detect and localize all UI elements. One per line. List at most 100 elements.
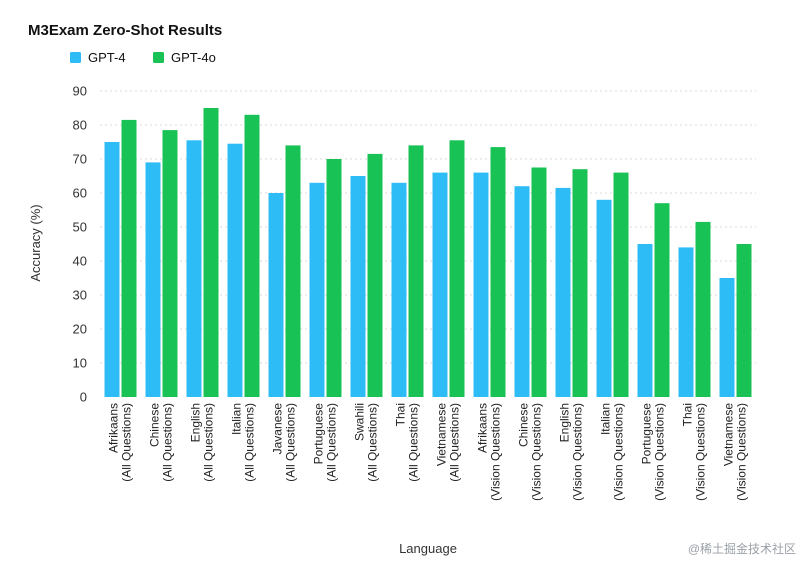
- x-tick-label-0: Afrikaans (All Questions): [107, 403, 134, 482]
- y-tick-label-60: 60: [73, 186, 87, 201]
- bar-gpt4-11: [555, 187, 571, 397]
- bar-gpt4o-12: [613, 172, 629, 397]
- x-tick-label-line-7-0: Thai: [394, 403, 408, 426]
- bar-gpt4o-2: [203, 108, 219, 397]
- bar-gpt4-7: [391, 182, 407, 397]
- x-tick-label-1: Chinese (All Questions): [148, 403, 175, 482]
- x-tick-label-line-11-1: (Vision Questions): [571, 403, 585, 501]
- x-tick-label-11: English (Vision Questions): [558, 403, 585, 501]
- bar-gpt4o-15: [736, 244, 752, 397]
- x-tick-label-line-15-0: Vietnamese: [722, 403, 736, 466]
- x-tick-label-line-4-0: Javanese: [271, 403, 285, 455]
- x-tick-label-line-11-0: English: [558, 403, 572, 442]
- x-tick-label-line-5-0: Portuguese: [312, 403, 326, 465]
- x-tick-label-13: Portuguese (Vision Questions): [640, 403, 667, 501]
- legend-swatch-1: [153, 52, 164, 63]
- bar-gpt4-3: [227, 143, 243, 397]
- chart-title: M3Exam Zero-Shot Results: [28, 22, 222, 39]
- x-tick-label-line-1-0: Chinese: [148, 403, 162, 447]
- y-tick-label-0: 0: [80, 390, 87, 405]
- x-tick-label-line-6-0: Swahili: [353, 403, 367, 441]
- watermark-text: @稀土掘金技术社区: [688, 541, 796, 556]
- x-axis-tick-labels: Afrikaans (All Questions) Chinese (All Ques…: [107, 403, 749, 501]
- bar-gpt4-2: [186, 140, 202, 398]
- bar-gpt4-9: [473, 172, 489, 397]
- x-tick-label-line-15-1: (Vision Questions): [735, 403, 749, 501]
- bar-gpt4-10: [514, 186, 530, 397]
- x-tick-label-8: Vietnamese (All Questions): [435, 403, 462, 482]
- x-tick-label-line-5-1: (All Questions): [325, 403, 339, 482]
- bar-gpt4-4: [268, 193, 284, 397]
- x-tick-label-12: Italian (Vision Questions): [599, 403, 626, 501]
- bar-gpt4o-10: [531, 167, 547, 397]
- x-tick-label-4: Javanese (All Questions): [271, 403, 298, 482]
- bar-gpt4o-11: [572, 169, 588, 397]
- y-tick-label-10: 10: [73, 356, 87, 371]
- y-axis-ticks: 0 10 20 30 40 50 60 70 80 90: [73, 84, 87, 405]
- legend-label-1: GPT-4o: [171, 50, 216, 65]
- bar-gpt4o-7: [408, 145, 424, 397]
- x-tick-label-6: Swahili (All Questions): [353, 403, 380, 482]
- x-tick-label-14: Thai (Vision Questions): [681, 403, 708, 501]
- legend-swatch-0: [70, 52, 81, 63]
- legend-label-0: GPT-4: [88, 50, 126, 65]
- bar-gpt4-14: [678, 247, 694, 397]
- x-axis-label: Language: [399, 541, 457, 556]
- bar-gpt4-13: [637, 244, 653, 397]
- y-tick-label-50: 50: [73, 220, 87, 235]
- bar-gpt4-8: [432, 172, 448, 397]
- x-tick-label-line-2-0: English: [189, 403, 203, 442]
- y-tick-label-30: 30: [73, 288, 87, 303]
- x-tick-label-line-7-1: (All Questions): [407, 403, 421, 482]
- x-tick-label-line-6-1: (All Questions): [366, 403, 380, 482]
- x-tick-label-line-8-0: Vietnamese: [435, 403, 449, 466]
- y-axis-label: Accuracy (%): [28, 204, 43, 281]
- x-tick-label-7: Thai (All Questions): [394, 403, 421, 482]
- x-tick-label-line-4-1: (All Questions): [284, 403, 298, 482]
- x-tick-label-line-2-1: (All Questions): [202, 403, 216, 482]
- bar-gpt4-1: [145, 162, 161, 397]
- x-tick-label-9: Afrikaans (Vision Questions): [476, 403, 503, 501]
- x-tick-label-line-8-1: (All Questions): [448, 403, 462, 482]
- y-tick-label-80: 80: [73, 118, 87, 133]
- bar-gpt4o-13: [654, 203, 670, 397]
- x-tick-label-line-9-1: (Vision Questions): [489, 403, 503, 501]
- bar-gpt4-5: [309, 182, 325, 397]
- bar-gpt4o-5: [326, 159, 342, 397]
- x-tick-label-5: Portuguese (All Questions): [312, 403, 339, 482]
- y-tick-label-70: 70: [73, 152, 87, 167]
- bar-gpt4-6: [350, 176, 366, 397]
- bar-gpt4o-4: [285, 145, 301, 397]
- x-tick-label-line-13-0: Portuguese: [640, 403, 654, 465]
- bar-gpt4o-6: [367, 153, 383, 397]
- bar-gpt4o-0: [121, 119, 137, 398]
- x-tick-label-line-3-0: Italian: [230, 403, 244, 435]
- y-tick-label-20: 20: [73, 322, 87, 337]
- x-tick-label-line-14-1: (Vision Questions): [694, 403, 708, 501]
- x-tick-label-line-9-0: Afrikaans: [476, 403, 490, 453]
- legend: GPT-4 GPT-4o: [70, 50, 216, 65]
- x-tick-label-line-3-1: (All Questions): [243, 403, 257, 482]
- x-tick-label-10: Chinese (Vision Questions): [517, 403, 544, 501]
- x-tick-label-2: English (All Questions): [189, 403, 216, 482]
- x-tick-label-line-1-1: (All Questions): [161, 403, 175, 482]
- x-tick-label-line-14-0: Thai: [681, 403, 695, 426]
- bars: [104, 108, 752, 398]
- bar-gpt4-0: [104, 142, 120, 397]
- y-tick-label-90: 90: [73, 84, 87, 99]
- bar-gpt4o-1: [162, 130, 178, 397]
- x-tick-label-line-0-0: Afrikaans: [107, 403, 121, 453]
- bar-gpt4-15: [719, 278, 735, 397]
- bar-gpt4o-8: [449, 140, 465, 398]
- x-tick-label-line-12-0: Italian: [599, 403, 613, 435]
- bar-gpt4-12: [596, 199, 612, 397]
- x-tick-label-line-12-1: (Vision Questions): [612, 403, 626, 501]
- x-tick-label-3: Italian (All Questions): [230, 403, 257, 482]
- y-tick-label-40: 40: [73, 254, 87, 269]
- x-tick-label-line-13-1: (Vision Questions): [653, 403, 667, 501]
- x-tick-label-line-10-0: Chinese: [517, 403, 531, 447]
- x-tick-label-line-10-1: (Vision Questions): [530, 403, 544, 501]
- x-tick-label-15: Vietnamese (Vision Questions): [722, 403, 749, 501]
